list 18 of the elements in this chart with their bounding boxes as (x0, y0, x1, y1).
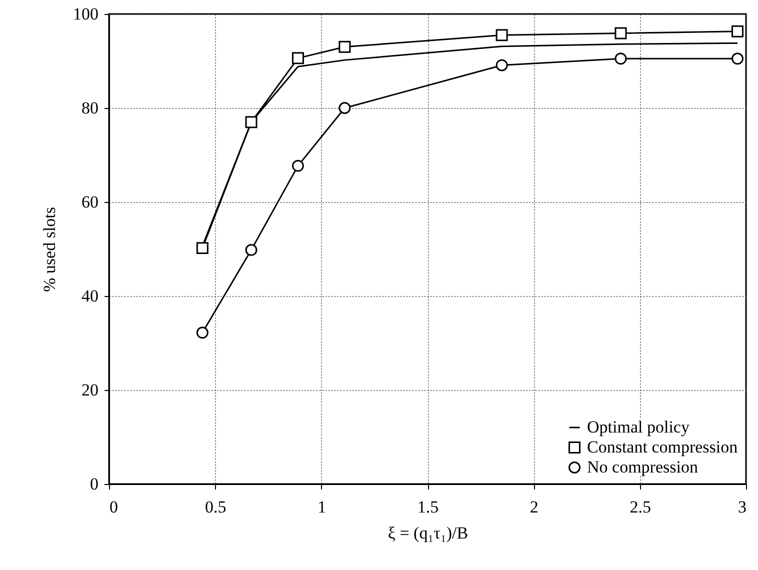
y-tick-label: 80 (82, 98, 98, 118)
y-tick-label: 60 (82, 192, 98, 212)
x-tick-label: 1 (318, 498, 326, 516)
y-axis-title: % used slots (40, 207, 59, 292)
x-tick-label: 3 (738, 498, 746, 516)
legend-label: No compression (587, 458, 698, 476)
legend-label: Optimal policy (587, 418, 690, 436)
y-tick-label: 40 (82, 286, 98, 306)
legend-label: Constant compression (587, 438, 738, 456)
x-tick-label: 0.5 (205, 498, 226, 516)
x-tick-label: 0 (110, 498, 118, 516)
y-tick-label: 0 (90, 474, 98, 494)
x-axis-title: ξ = (q₁τ₁)/B (388, 524, 468, 542)
y-tick-label: 20 (82, 380, 98, 400)
x-tick-label: 1.5 (417, 498, 439, 516)
x-tick-label: 2 (530, 498, 538, 516)
y-tick-label: 100 (73, 4, 98, 24)
x-tick-label: 2.5 (630, 498, 651, 516)
